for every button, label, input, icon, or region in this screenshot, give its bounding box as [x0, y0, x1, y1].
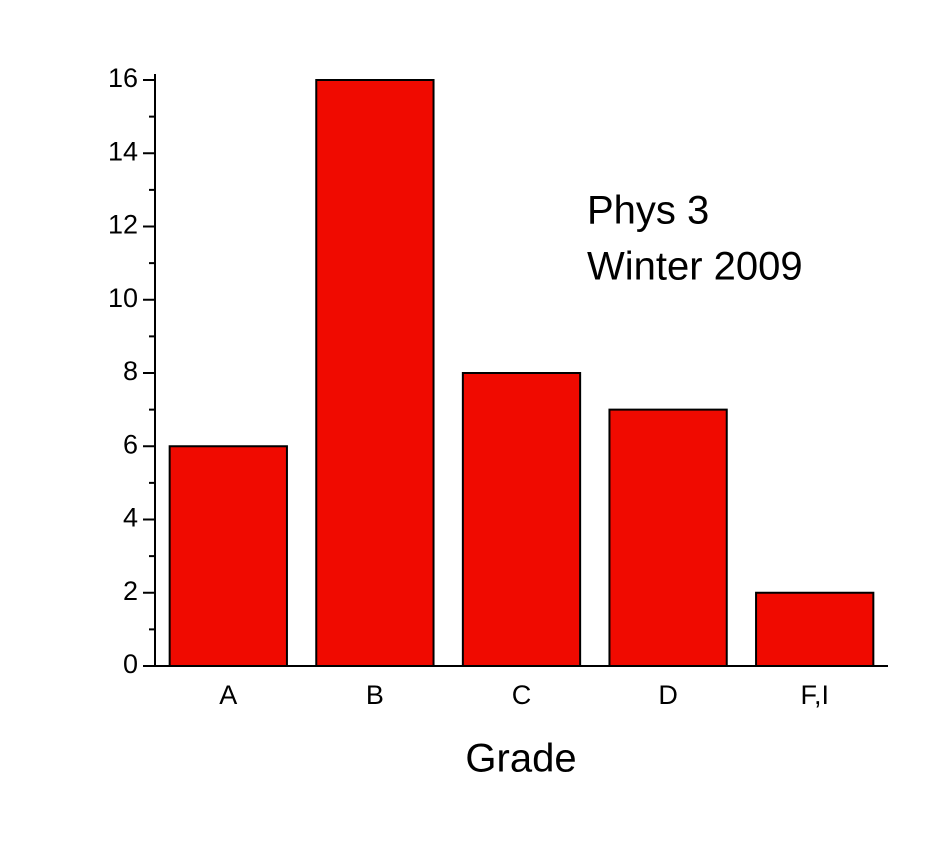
x-tick-label: A — [219, 680, 237, 710]
y-tick-label: 2 — [123, 576, 138, 606]
y-tick-label: 4 — [123, 503, 138, 533]
x-tick-label: F,I — [800, 680, 829, 710]
bar — [315, 79, 435, 667]
y-tick-label: 0 — [123, 649, 138, 679]
x-tick-label: C — [512, 680, 532, 710]
y-tick-label: 14 — [108, 136, 138, 166]
bar — [755, 591, 875, 667]
annotation: Phys 3 — [587, 189, 709, 233]
y-tick-label: 10 — [108, 283, 138, 313]
x-tick-label: D — [658, 680, 678, 710]
y-tick-label: 16 — [108, 63, 138, 93]
bar — [168, 445, 288, 667]
x-axis-label: Grade — [465, 737, 576, 781]
y-tick-label: 6 — [123, 429, 138, 459]
y-tick-label: 8 — [123, 356, 138, 386]
y-tick-label: 12 — [108, 210, 138, 240]
bar — [608, 408, 728, 667]
x-tick-label: B — [366, 680, 384, 710]
bar — [461, 372, 582, 667]
annotation: Winter 2009 — [587, 245, 803, 289]
